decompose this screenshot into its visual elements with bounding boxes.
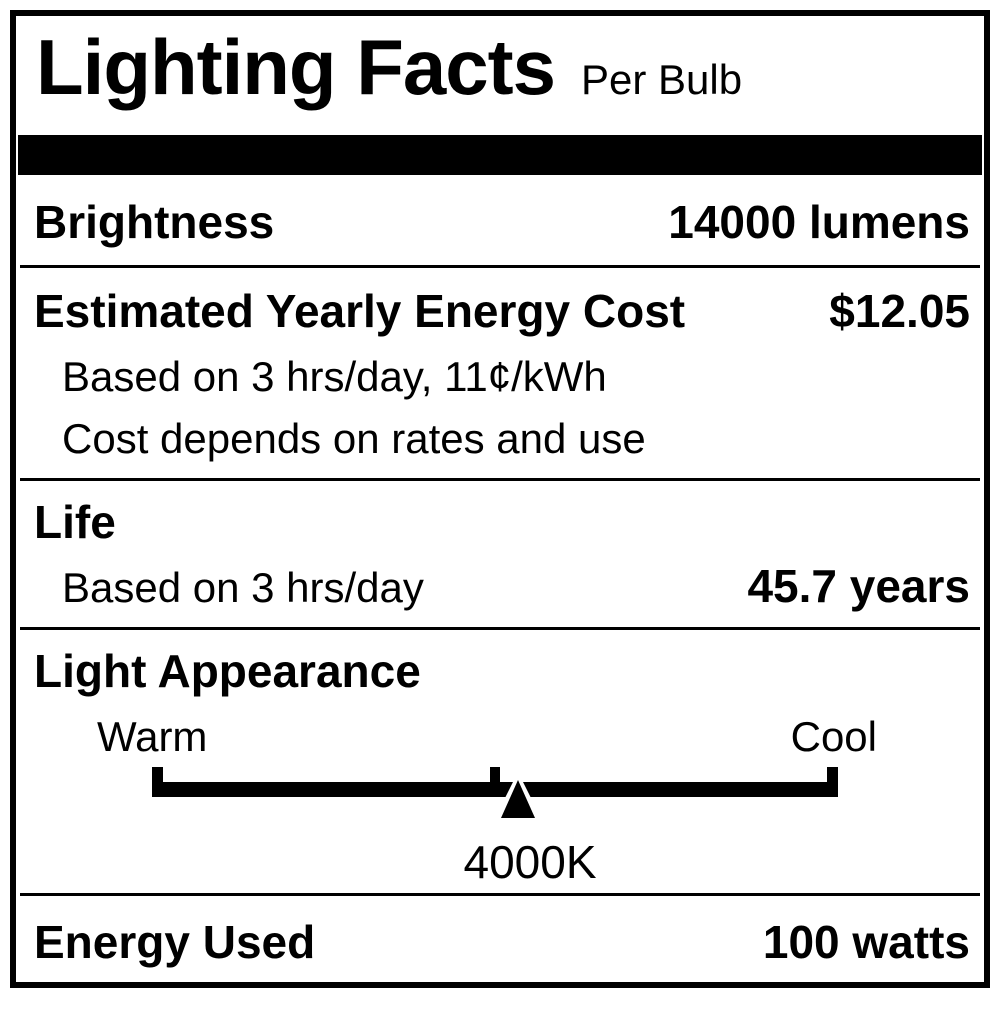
life-value: 45.7 years [747,560,970,612]
brightness-row: Brightness 14000 lumens [28,195,972,249]
energy-used-label: Energy Used [34,916,316,968]
energy-cost-basis-note: Based on 3 hrs/day, 11¢/kWh [62,353,607,400]
energy-cost-label: Estimated Yearly Energy Cost [34,285,686,337]
section-divider [20,478,980,481]
scale-right-end-tick [827,767,838,797]
color-temperature-scale [152,762,838,818]
life-value-row: Based on 3 hrs/day 45.7 years [28,559,972,615]
kelvin-value: 4000K [463,836,597,888]
energy-cost-row: Estimated Yearly Energy Cost $12.05 [28,284,972,338]
page: Lighting Facts Per Bulb Brightness 14000… [0,10,1000,1010]
life-header-row: Life [28,495,972,549]
cool-label: Cool [790,713,877,760]
light-appearance-label: Light Appearance [34,645,421,697]
light-appearance-header-row: Light Appearance [28,644,972,698]
label-title: Lighting Facts [36,23,556,111]
scale-left-end-tick [152,767,163,797]
section-divider [20,893,980,896]
scale-endpoint-labels: Warm Cool [28,712,972,762]
per-bulb-subtitle: Per Bulb [580,56,743,103]
marker-triangle-fill [500,780,535,818]
brightness-value: 14000 lumens [668,196,970,248]
warm-label: Warm [97,713,208,760]
life-basis-note: Based on 3 hrs/day [62,564,424,611]
section-divider [20,627,980,630]
energy-cost-disclaimer-note: Cost depends on rates and use [62,415,646,462]
energy-used-value: 100 watts [762,916,970,968]
brightness-label: Brightness [34,196,275,248]
label-header: Lighting Facts Per Bulb [28,16,972,106]
life-label: Life [34,496,116,548]
header-separator-bar [18,135,982,175]
energy-used-row: Energy Used 100 watts [28,915,972,969]
energy-cost-value: $12.05 [829,285,970,337]
lighting-facts-label: Lighting Facts Per Bulb Brightness 14000… [10,10,990,988]
section-divider [20,265,980,268]
